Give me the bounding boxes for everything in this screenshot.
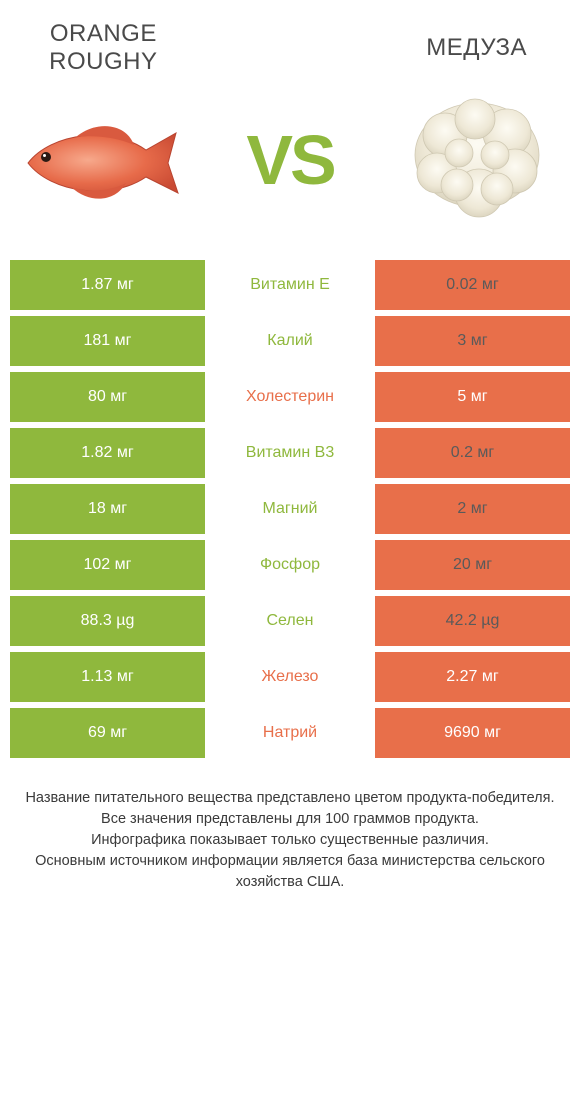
left-value: 80 мг [10,372,205,422]
left-value: 88.3 µg [10,596,205,646]
nutrient-label: Витамин E [205,260,375,310]
table-row: 18 мгМагний2 мг [10,484,570,534]
left-title-col: ORANGE ROUGHY [10,20,197,75]
right-value: 2 мг [375,484,570,534]
nutrient-label: Селен [205,596,375,646]
footer-line: Основным источником информации является … [18,851,562,893]
vs-label: VS [197,120,384,200]
left-value: 69 мг [10,708,205,758]
left-value: 18 мг [10,484,205,534]
left-title-line2: ROUGHY [10,48,197,76]
left-value: 1.87 мг [10,260,205,310]
header: ORANGE ROUGHY МЕДУЗА [10,20,570,75]
right-value: 20 мг [375,540,570,590]
right-title-col: МЕДУЗА [383,34,570,62]
table-row: 1.87 мгВитамин E0.02 мг [10,260,570,310]
table-row: 88.3 µgСелен42.2 µg [10,596,570,646]
fish-icon [16,105,191,215]
nutrient-label: Фосфор [205,540,375,590]
table-row: 69 мгНатрий9690 мг [10,708,570,758]
nutrient-label: Магний [205,484,375,534]
left-value: 1.13 мг [10,652,205,702]
nutrient-label: Холестерин [205,372,375,422]
comparison-table: 1.87 мгВитамин E0.02 мг 181 мгКалий3 мг 80… [10,260,570,758]
right-value: 0.02 мг [375,260,570,310]
left-value: 1.82 мг [10,428,205,478]
footer-notes: Название питательного вещества представл… [10,788,570,893]
right-title-line1: МЕДУЗА [383,34,570,62]
footer-line: Название питательного вещества представл… [18,788,562,809]
left-image [10,105,197,215]
right-value: 5 мг [375,372,570,422]
right-value: 9690 мг [375,708,570,758]
left-value: 181 мг [10,316,205,366]
footer-line: Все значения представлены для 100 граммо… [18,809,562,830]
nutrient-label: Натрий [205,708,375,758]
right-value: 2.27 мг [375,652,570,702]
jellyfish-icon [397,85,557,235]
nutrient-label: Калий [205,316,375,366]
left-title-line1: ORANGE [10,20,197,48]
image-row: VS [10,85,570,235]
footer-line: Инфографика показывает только существенн… [18,830,562,851]
table-row: 1.82 мгВитамин B30.2 мг [10,428,570,478]
nutrient-label: Витамин B3 [205,428,375,478]
table-row: 102 мгФосфор20 мг [10,540,570,590]
table-row: 80 мгХолестерин5 мг [10,372,570,422]
nutrient-label: Железо [205,652,375,702]
right-image [383,85,570,235]
right-value: 0.2 мг [375,428,570,478]
table-row: 181 мгКалий3 мг [10,316,570,366]
right-value: 42.2 µg [375,596,570,646]
left-value: 102 мг [10,540,205,590]
right-value: 3 мг [375,316,570,366]
table-row: 1.13 мгЖелезо2.27 мг [10,652,570,702]
